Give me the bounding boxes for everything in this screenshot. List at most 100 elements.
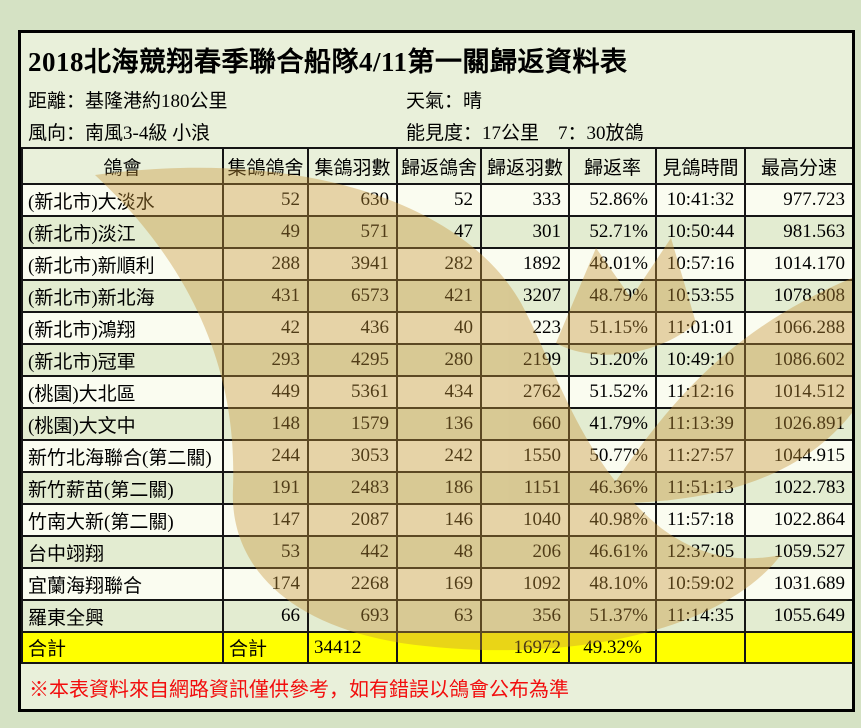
table-cell: 333 <box>480 183 570 217</box>
table-cell: 台中翊翔 <box>21 535 224 569</box>
table-cell: 46.36% <box>568 471 657 505</box>
table-cell: 11:01:01 <box>655 311 746 345</box>
column-header: 歸返鴿舍 <box>396 147 482 185</box>
column-header: 歸返率 <box>568 147 657 185</box>
table-row: (新北市)冠軍 293 4295 280 2199 51.20% 10:49:10 1086.… <box>21 343 852 377</box>
table-cell: 11:13:39 <box>655 407 746 441</box>
wind-info: 風向：南風3-4級 小浪 <box>28 122 211 144</box>
visibility-release-info: 能見度：17公里 7：30放鴿 <box>406 122 644 144</box>
column-header: 集鴿鴿舍 <box>222 147 309 185</box>
table-header-row: 鴿會 集鴿鴿舍 集鴿羽數 歸返鴿舍 歸返羽數 歸返率 見鴿時間 最高分速 <box>21 147 852 185</box>
table-cell: 148 <box>222 407 309 441</box>
table-row: (新北市)淡江 49 571 47 301 52.71% 10:50:44 981.563 <box>21 215 852 249</box>
table-cell: 1579 <box>307 407 398 441</box>
table-cell: 53 <box>222 535 309 569</box>
table-cell: 436 <box>307 311 398 345</box>
table-cell: 1892 <box>480 247 570 281</box>
table-cell: 206 <box>480 535 570 569</box>
table-cell: (新北市)大淡水 <box>21 183 224 217</box>
table-cell: 11:27:57 <box>655 439 746 473</box>
table-cell: 52 <box>222 183 309 217</box>
table-cell: (新北市)新北海 <box>21 279 224 313</box>
table-cell: 新竹北海聯合(第二關) <box>21 439 224 473</box>
results-table: 鴿會 集鴿鴿舍 集鴿羽數 歸返鴿舍 歸返羽數 歸返率 見鴿時間 最高分速 (新北市)大淡水 52… <box>21 147 852 664</box>
table-cell: 1066.288 <box>744 311 852 345</box>
table-row: (新北市)鴻翔 42 436 40 223 51.15% 11:01:01 1066.288 <box>21 311 852 345</box>
total-row: 合計 合計 34412 16972 49.32% <box>21 631 852 664</box>
table-cell: 1022.864 <box>744 503 852 537</box>
table-cell: 10:49:10 <box>655 343 746 377</box>
table-row: 新竹北海聯合(第二關) 244 3053 242 1550 50.77% 11:27:57 1… <box>21 439 852 473</box>
table-cell: 1031.689 <box>744 567 852 601</box>
table-cell: 11:12:16 <box>655 375 746 409</box>
table-row: 羅東全興 66 693 63 356 51.37% 11:14:35 1055.649 <box>21 599 852 633</box>
table-cell: 421 <box>396 279 482 313</box>
table-cell: 3053 <box>307 439 398 473</box>
table-cell: 288 <box>222 247 309 281</box>
table-cell: 52.86% <box>568 183 657 217</box>
table-cell: 42 <box>222 311 309 345</box>
table-row: (桃園)大文中 148 1579 136 660 41.79% 11:13:39 1026.8… <box>21 407 852 441</box>
table-cell: 169 <box>396 567 482 601</box>
meta-row-2: 風向：南風3-4級 小浪 能見度：17公里 7：30放鴿 <box>21 115 852 147</box>
table-row: 台中翊翔 53 442 48 206 46.61% 12:37:05 1059.527 <box>21 535 852 569</box>
column-header: 集鴿羽數 <box>307 147 398 185</box>
table-row: 宜蘭海翔聯合 174 2268 169 1092 48.10% 10:59:02 1031.6… <box>21 567 852 601</box>
table-cell: (桃園)大文中 <box>21 407 224 441</box>
table-cell: 52 <box>396 183 482 217</box>
column-header: 最高分速 <box>744 147 852 185</box>
table-cell: 羅東全興 <box>21 599 224 633</box>
table-cell: 51.37% <box>568 599 657 633</box>
table-cell: (桃園)大北區 <box>21 375 224 409</box>
table-cell: 48.01% <box>568 247 657 281</box>
table-cell: 356 <box>480 599 570 633</box>
table-cell: 48.10% <box>568 567 657 601</box>
table-cell: 4295 <box>307 343 398 377</box>
table-cell: 16972 <box>480 631 570 664</box>
table-cell: 10:59:02 <box>655 567 746 601</box>
table-cell: 2483 <box>307 471 398 505</box>
table-cell: 34412 <box>307 631 398 664</box>
column-header: 鴿會 <box>21 147 224 185</box>
table-cell: 1014.512 <box>744 375 852 409</box>
table-cell: 191 <box>222 471 309 505</box>
table-cell: 49.32% <box>568 631 657 664</box>
table-cell: 981.563 <box>744 215 852 249</box>
table-cell: 66 <box>222 599 309 633</box>
table-cell: 280 <box>396 343 482 377</box>
table-cell: 63 <box>396 599 482 633</box>
table-cell: 51.20% <box>568 343 657 377</box>
table-cell: 48 <box>396 535 482 569</box>
table-cell: 49 <box>222 215 309 249</box>
table-cell: 571 <box>307 215 398 249</box>
table-cell: 442 <box>307 535 398 569</box>
table-cell <box>744 631 852 664</box>
column-header: 見鴿時間 <box>655 147 746 185</box>
distance-info: 距離：基隆港約180公里 <box>28 90 228 112</box>
table-cell: 6573 <box>307 279 398 313</box>
meta-row-1: 距離：基隆港約180公里 天氣：晴 <box>21 83 852 115</box>
table-row: 新竹薪苗(第二關) 191 2483 186 1151 46.36% 11:51:13 102… <box>21 471 852 505</box>
table-cell: 11:57:18 <box>655 503 746 537</box>
table-cell <box>655 631 746 664</box>
table-row: (新北市)新順利 288 3941 282 1892 48.01% 10:57:16 1014… <box>21 247 852 281</box>
table-cell: (新北市)淡江 <box>21 215 224 249</box>
table-cell: 186 <box>396 471 482 505</box>
table-cell: 136 <box>396 407 482 441</box>
table-cell: 1022.783 <box>744 471 852 505</box>
table-cell: 2199 <box>480 343 570 377</box>
table-cell: 1040 <box>480 503 570 537</box>
table-cell: 1086.602 <box>744 343 852 377</box>
table-cell: 693 <box>307 599 398 633</box>
column-header: 歸返羽數 <box>480 147 570 185</box>
table-cell: 244 <box>222 439 309 473</box>
table-cell: 10:41:32 <box>655 183 746 217</box>
table-cell: 1059.527 <box>744 535 852 569</box>
table-cell: 10:50:44 <box>655 215 746 249</box>
table-cell <box>396 631 482 664</box>
race-conditions: 距離：基隆港約180公里 天氣：晴 風向：南風3-4級 小浪 能見度：17公里 … <box>21 83 852 147</box>
table-cell: (新北市)鴻翔 <box>21 311 224 345</box>
table-cell: 431 <box>222 279 309 313</box>
table-cell: 282 <box>396 247 482 281</box>
